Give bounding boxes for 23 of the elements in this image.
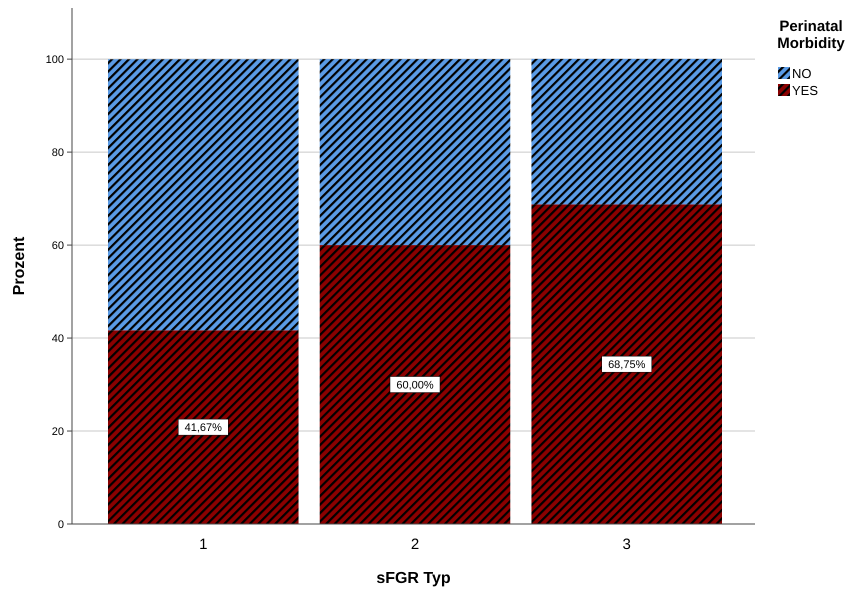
data-label: 60,00% <box>396 380 434 392</box>
x-tick-label: 1 <box>199 536 208 553</box>
bar <box>108 59 299 330</box>
y-axis-title: Prozent <box>11 236 28 296</box>
y-tick-label: 0 <box>58 519 64 531</box>
x-tick-label: 3 <box>622 536 631 553</box>
legend-label: YES <box>792 83 818 98</box>
bar <box>108 330 299 524</box>
bar <box>320 59 510 246</box>
y-tick-label: 100 <box>46 54 64 66</box>
x-axis-title: sFGR Typ <box>376 570 451 587</box>
data-label: 41,67% <box>184 422 222 434</box>
y-tick-label: 40 <box>52 333 64 346</box>
y-tick-label: 80 <box>52 147 64 160</box>
y-tick-label: 60 <box>52 240 64 252</box>
data-label: 68,75% <box>608 359 646 372</box>
bar <box>531 204 722 524</box>
legend-title: Perinatal Morbidity <box>777 18 846 52</box>
bar <box>320 245 510 524</box>
x-tick-label: 2 <box>410 536 420 553</box>
legend-label: NO <box>792 66 812 81</box>
bar <box>531 58 722 204</box>
y-tick-label: 20 <box>52 426 64 438</box>
